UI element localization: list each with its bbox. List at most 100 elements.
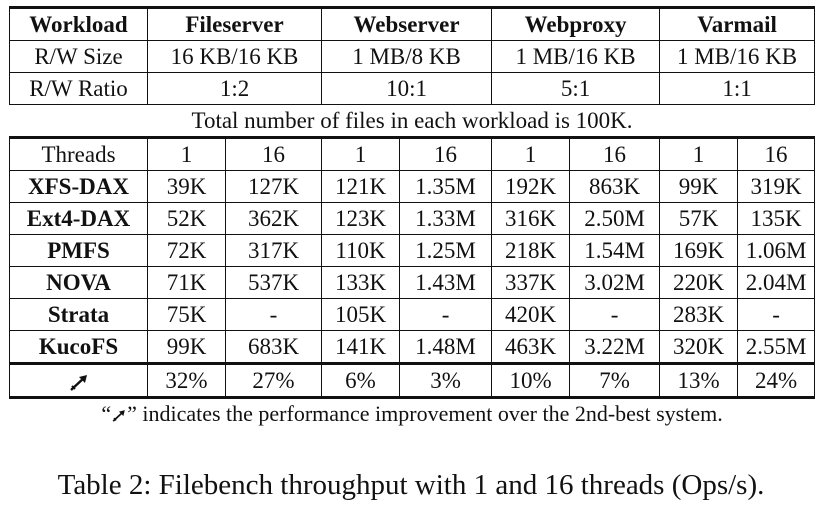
table-row: Strata 75K -105K -420K -283K - [9,298,816,331]
thread-count: 16 [737,136,816,171]
throughput-cell: 337K [491,266,571,299]
throughput-cell: - [737,298,816,331]
thread-count: 16 [399,136,493,171]
table-cell: 16 KB/16 KB [146,40,323,73]
table-row: KucoFS 99K 683K 141K 1.48M 463K 3.22M 320K 2.55M [9,330,816,364]
throughput-cell: 683K [224,330,323,364]
table-cell: 5:1 [491,72,661,105]
throughput-cell: 1.35M [399,170,493,203]
table-row: XFS-DAX 39K 127K 121K 1.35M 192K 863K 99K 319K [9,170,816,203]
throughput-cell: 218K [491,234,571,267]
throughput-cell: 317K [224,234,323,267]
throughput-cell: 110K [321,234,401,267]
throughput-cell: 362K [224,202,323,235]
throughput-cell: 3.22M [569,330,661,364]
thread-count: 16 [224,136,323,171]
throughput-cell: 99K [659,170,739,203]
system-rows: XFS-DAX 39K 127K 121K 1.35M 192K 863K 99K 319K Ex… [9,170,816,364]
throughput-cell: 320K [659,330,739,364]
thread-count: 1 [321,136,401,171]
system-name: Strata [9,298,148,331]
footnote-text: ” indicates the performance improvement … [127,401,723,426]
throughput-cell: 75K [147,298,226,331]
throughput-cell: 141K [321,330,401,364]
improvement-cell: 32% [147,362,226,399]
filebench-table: Workload Fileserver Webserver Webproxy V… [9,6,816,429]
throughput-cell: 135K [737,202,816,235]
workload-name: Varmail [659,6,816,41]
throughput-cell: 1.48M [399,330,493,364]
files-note: Total number of files in each workload i… [9,104,815,138]
system-name: NOVA [9,266,148,299]
rw-size-row: R/W Size 16 KB/16 KB 1 MB/8 KB 1 MB/16 K… [9,40,816,73]
throughput-cell: 1.54M [569,234,661,267]
rw-ratio-row: R/W Ratio 1:2 10:1 5:1 1:1 [9,72,816,105]
throughput-cell: 3.02M [569,266,661,299]
table-cell: 1 MB/16 KB [659,40,816,73]
throughput-cell: - [399,298,493,331]
throughput-cell: 1.25M [399,234,493,267]
upward-arrow-icon [112,410,125,422]
throughput-cell: 121K [321,170,401,203]
throughput-cell: 316K [491,202,571,235]
throughput-cell: 71K [147,266,226,299]
table-caption: Table 2: Filebench throughput with 1 and… [57,469,765,501]
throughput-cell: 1.06M [737,234,816,267]
improvement-cell: 13% [659,362,739,399]
improvement-cell: 7% [569,362,661,399]
thread-count: 16 [569,136,661,171]
throughput-cell: 220K [659,266,739,299]
upward-arrow-icon [69,374,87,391]
throughput-cell: 169K [659,234,739,267]
throughput-cell: 1.43M [399,266,493,299]
throughput-cell: 39K [147,170,226,203]
throughput-cell: 2.50M [569,202,661,235]
workload-name: Webserver [321,6,493,41]
table-row: NOVA 71K 537K 133K 1.43M 337K 3.02M 220K 2.04M [9,266,816,299]
improvement-cell: 27% [224,362,323,399]
table-cell: 1 MB/8 KB [321,40,493,73]
improvement-cell: 10% [491,362,571,399]
throughput-cell: 2.55M [737,330,816,364]
system-name: KucoFS [9,330,148,364]
throughput-cell: 319K [737,170,816,203]
throughput-cell: 420K [491,298,571,331]
system-name: PMFS [9,234,148,267]
table-row: Ext4-DAX 52K 362K 123K 1.33M 316K 2.50M 57K 135K [9,202,816,235]
throughput-cell: 105K [321,298,401,331]
throughput-cell: 99K [147,330,226,364]
footnote-row: “ ” indicates the performance improvement… [9,397,815,429]
improvement-cell: 3% [399,362,493,399]
throughput-cell: 1.33M [399,202,493,235]
throughput-cell: 127K [224,170,323,203]
throughput-cell: 863K [569,170,661,203]
improvement-label [9,362,148,399]
system-name: XFS-DAX [9,170,148,203]
thread-count: 1 [491,136,571,171]
throughput-cell: 123K [321,202,401,235]
table-cell: 1 MB/16 KB [491,40,661,73]
throughput-cell: - [224,298,323,331]
table-row: PMFS 72K 317K 110K 1.25M 218K 1.54M 169K 1.06M [9,234,816,267]
throughput-cell: 2.04M [737,266,816,299]
thread-count: 1 [659,136,739,171]
throughput-cell: - [569,298,661,331]
throughput-cell: 537K [224,266,323,299]
table-cell: 1:1 [659,72,816,105]
throughput-cell: 52K [147,202,226,235]
files-note-row: Total number of files in each workload i… [9,104,815,138]
throughput-cell: 72K [147,234,226,267]
table-cell: 1:2 [146,72,323,105]
workload-name: Fileserver [146,6,323,41]
system-name: Ext4-DAX [9,202,148,235]
workload-name: Webproxy [491,6,661,41]
throughput-cell: 57K [659,202,739,235]
footnote: “ ” indicates the performance improvement… [9,397,815,429]
row-label: R/W Size [9,40,148,73]
throughput-cell: 133K [321,266,401,299]
improvement-cell: 24% [737,362,816,399]
threads-row: Threads 1 16 1 16 1 16 1 16 [9,136,816,171]
improvement-row: 32% 27% 6% 3% 10% 7% 13% 24% [9,362,816,399]
row-label: R/W Ratio [9,72,148,105]
